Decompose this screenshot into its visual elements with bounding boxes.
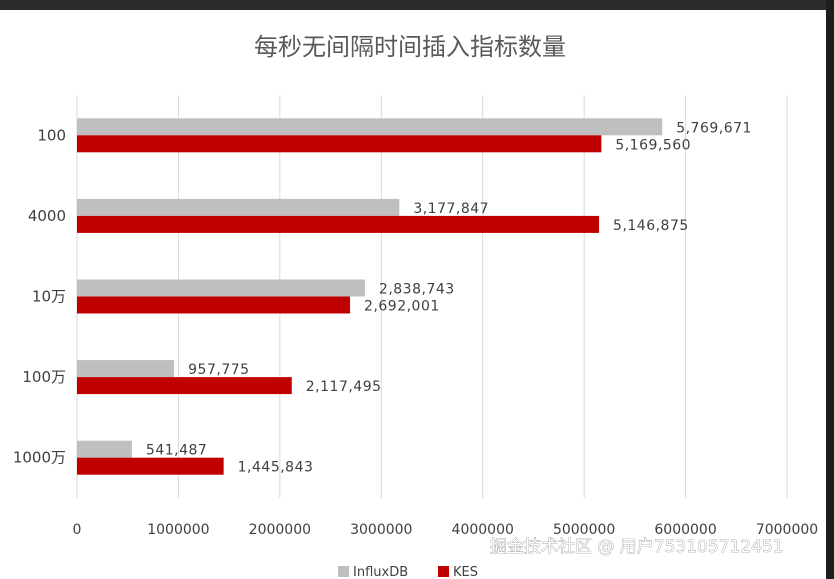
data-label-kes: 5,146,875 (613, 218, 689, 234)
category-labels: 100 4000 10万 100万 1000万 (13, 126, 66, 466)
x-tick-label: 5000000 (553, 522, 615, 538)
bars (77, 118, 663, 475)
bar-kes (77, 215, 600, 233)
x-tick-label: 4000000 (452, 522, 514, 538)
category-label: 1000万 (13, 449, 66, 467)
data-label-influxdb: 5,769,671 (676, 120, 752, 136)
x-tick-label: 0 (73, 522, 82, 538)
data-label-kes: 1,445,843 (238, 460, 314, 476)
bar-influxdb (77, 118, 663, 136)
data-label-influxdb: 3,177,847 (413, 201, 489, 217)
chart-panel: 每秒无间隔时间插入指标数量 5,769,671 5,169,560 3,177,84… (0, 10, 826, 579)
x-tick-label: 7000000 (756, 522, 818, 538)
category-label: 4000 (28, 207, 66, 225)
bar-influxdb (77, 360, 175, 378)
x-tick-label: 3000000 (350, 522, 412, 538)
x-tick-label: 6000000 (654, 522, 716, 538)
data-label-kes: 5,169,560 (615, 137, 691, 153)
category-label: 100 (37, 126, 66, 144)
legend-label-kes: KES (453, 565, 478, 579)
x-tick-label: 1000000 (147, 522, 209, 538)
x-tick-label: 2000000 (249, 522, 311, 538)
bar-kes (77, 457, 224, 475)
bar-influxdb (77, 440, 132, 458)
category-label: 10万 (32, 288, 66, 306)
data-label-influxdb: 541,487 (146, 443, 207, 459)
bar-kes (77, 296, 351, 314)
bar-kes (77, 135, 602, 153)
data-label-influxdb: 2,838,743 (379, 282, 455, 298)
data-label-kes: 2,692,001 (364, 299, 440, 315)
legend: InfluxDB KES (338, 565, 478, 579)
legend-swatch-influxdb (338, 566, 349, 577)
legend-label-influxdb: InfluxDB (353, 565, 408, 579)
bar-influxdb (77, 198, 400, 216)
bar-kes (77, 377, 292, 395)
x-axis-ticks: 0 1000000 2000000 3000000 4000000 5000000 6000… (73, 522, 819, 538)
window-edge (826, 0, 834, 579)
data-label-influxdb: 957,775 (188, 362, 249, 378)
watermark-text: 掘金技术社区 @ 用户753105712451 (490, 537, 784, 557)
legend-swatch-kes (438, 566, 449, 577)
category-label: 100万 (22, 368, 66, 386)
bar-influxdb (77, 279, 365, 297)
data-label-kes: 2,117,495 (306, 379, 382, 395)
chart-title: 每秒无间隔时间插入指标数量 (254, 33, 566, 61)
